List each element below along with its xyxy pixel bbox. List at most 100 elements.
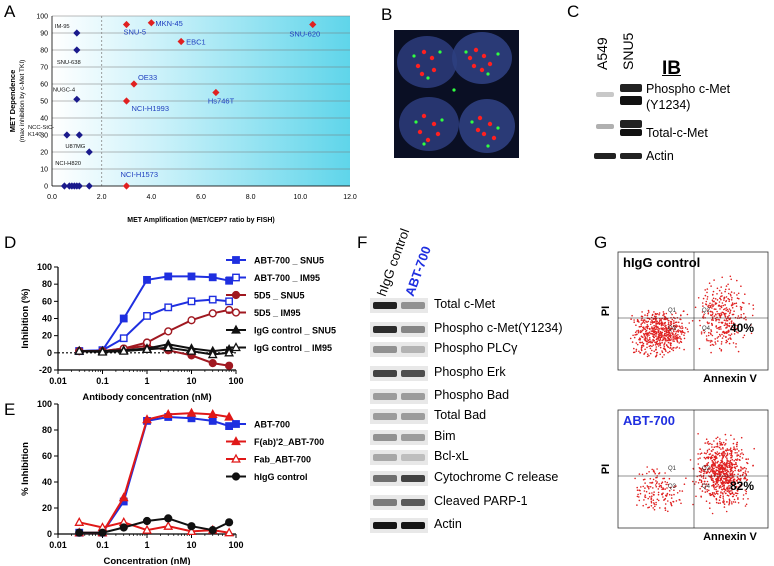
fish-green-signal: [486, 72, 490, 76]
flow-event: [718, 452, 721, 454]
panel-f-band: [373, 326, 397, 333]
flow-event: [660, 335, 663, 338]
panel-c-row-label-actin: Actin: [646, 149, 674, 163]
data-point: [164, 327, 173, 336]
fish-green-signal: [464, 50, 468, 54]
flow-event: [644, 336, 647, 339]
flow-event: [681, 330, 683, 332]
flow-event: [710, 351, 712, 354]
flow-event: [649, 496, 651, 498]
flow-event: [699, 324, 701, 327]
flow-event: [737, 502, 740, 504]
flow-event: [656, 481, 659, 483]
flow-event: [723, 503, 726, 505]
flow-event: [720, 306, 723, 309]
flow-event: [719, 494, 722, 497]
flow-event: [711, 299, 714, 301]
x-tick-label: 2.0: [97, 194, 107, 201]
panel-g-flow-cytometry: Q1 Q2 Q3 Q4 hIgG control 40% PI Annexin V Q1 Q2 Q3…: [594, 248, 774, 565]
flow-event: [710, 319, 713, 321]
flow-event: [636, 489, 639, 491]
flow-event: [642, 326, 645, 328]
flow-event: [681, 322, 683, 325]
flow-event: [655, 333, 658, 335]
flow-event: [647, 320, 650, 323]
flow-event: [743, 466, 746, 469]
scatter-point: [85, 182, 93, 190]
flow-event: [744, 470, 747, 472]
flow-event: [666, 492, 669, 495]
series-line: [79, 415, 230, 534]
flow-event: [739, 484, 741, 486]
flow-event: [668, 493, 671, 496]
data-point: [231, 453, 241, 463]
flow-event: [720, 448, 722, 450]
flow-event: [728, 502, 731, 505]
flow-event: [744, 489, 747, 491]
flow-event: [728, 288, 730, 290]
flow-event: [648, 471, 650, 473]
quadrant-label: Q2: [702, 308, 711, 314]
flow-event: [650, 340, 652, 342]
flow-event: [640, 348, 643, 350]
flow-event: [727, 470, 729, 473]
flow-event: [712, 454, 714, 457]
flow-event: [731, 458, 734, 461]
flow-event: [649, 347, 652, 350]
flow-event: [724, 449, 727, 452]
panel-f-blot-strip: [370, 495, 428, 510]
flow-event: [653, 330, 655, 332]
flow-event: [665, 350, 667, 352]
flow-event: [718, 471, 721, 474]
flow-event: [636, 504, 638, 506]
flow-event: [679, 327, 682, 329]
flow-event: [706, 321, 709, 323]
flow-event: [665, 483, 667, 486]
quadrant-label: Q3: [668, 484, 677, 490]
flow-event: [714, 461, 717, 463]
flow-event: [667, 351, 669, 354]
flow-event: [665, 332, 667, 334]
flow-event: [715, 445, 717, 448]
flow-event: [714, 302, 717, 304]
data-point: [164, 272, 173, 281]
flow-event: [727, 338, 730, 340]
y-tick-label: 90: [40, 31, 48, 38]
flow-event: [739, 478, 742, 480]
flow-event: [737, 315, 740, 317]
flow-event: [651, 345, 653, 348]
flow-event: [717, 464, 720, 467]
fish-green-signal: [496, 126, 500, 130]
flow-event: [744, 316, 747, 318]
flow-event: [736, 476, 739, 478]
flow-event: [704, 480, 706, 483]
flow-event: [703, 331, 706, 334]
flow-event: [717, 340, 719, 342]
fish-red-signal: [415, 63, 421, 69]
flow-event: [672, 322, 675, 324]
flow-event: [732, 495, 734, 498]
flow-event: [652, 507, 654, 509]
flow-event: [729, 309, 732, 312]
flow-event: [662, 492, 664, 494]
flow-event: [707, 456, 710, 458]
panel-f-band: [373, 522, 397, 529]
flow-event: [650, 501, 653, 504]
flow-event: [691, 320, 694, 322]
fish-green-signal: [412, 54, 416, 58]
flow-event: [712, 300, 714, 303]
flow-event: [666, 487, 668, 489]
flow-event: [743, 477, 746, 479]
flow-event: [645, 351, 647, 353]
flow-event: [658, 312, 661, 314]
flow-event: [648, 506, 650, 508]
flow-event: [688, 322, 690, 324]
scatter-point-label: IM-95: [55, 24, 70, 30]
flow-event: [716, 436, 719, 439]
flow-event: [706, 464, 708, 466]
flow-event: [653, 508, 656, 511]
legend-label: IgG control _ IM95: [254, 343, 332, 353]
scatter-point: [63, 131, 71, 139]
flow-event: [722, 335, 725, 337]
flow-event: [649, 337, 651, 339]
